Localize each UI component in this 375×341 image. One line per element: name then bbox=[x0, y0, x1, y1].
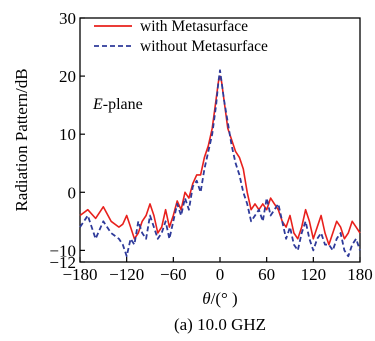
y-tick-label: −10 bbox=[49, 241, 76, 260]
y-tick-label: 0 bbox=[68, 183, 77, 202]
x-axis-unit: /(° ) bbox=[211, 289, 238, 308]
series-without-metasurface-line bbox=[79, 69, 361, 258]
y-axis-title: Radiation Pattern/dB bbox=[12, 68, 31, 211]
x-tick-label: 180 bbox=[347, 265, 373, 284]
x-tick-label: −180 bbox=[62, 265, 97, 284]
y-tick-label: 30 bbox=[59, 9, 76, 28]
y-tick-label: 10 bbox=[59, 125, 76, 144]
x-axis-symbol: θ bbox=[202, 289, 210, 308]
plot-area: −180 −120 −60 0 60 120 180 −12−10 0 10 20 30 bbox=[49, 9, 372, 284]
y-tick-label: −12 bbox=[49, 253, 76, 272]
x-axis-title: θ/(° ) bbox=[202, 289, 237, 308]
legend: with Metasurface without Metasurface bbox=[94, 18, 268, 55]
y-tick-label: 20 bbox=[59, 67, 76, 86]
x-tick-label: 0 bbox=[216, 265, 225, 284]
series-layer bbox=[79, 69, 361, 258]
legend-label-with-metasurface: with Metasurface bbox=[140, 18, 248, 35]
x-tick-label: −120 bbox=[109, 265, 144, 284]
x-tick-label: 120 bbox=[301, 265, 327, 284]
x-tick-label: 60 bbox=[258, 265, 275, 284]
x-tick-label: −60 bbox=[160, 265, 187, 284]
axis-ticks: −180 −120 −60 0 60 120 180 −12−10 0 10 20 30 bbox=[49, 9, 372, 284]
legend-label-without-metasurface: without Metasurface bbox=[140, 38, 268, 55]
figure-caption: (a) 10.0 GHZ bbox=[174, 315, 266, 334]
annotation-italic: E bbox=[92, 96, 103, 113]
series-with-metasurface-line bbox=[79, 75, 361, 246]
plane-annotation: E-plane bbox=[92, 96, 143, 113]
annotation-rest: -plane bbox=[103, 96, 143, 113]
